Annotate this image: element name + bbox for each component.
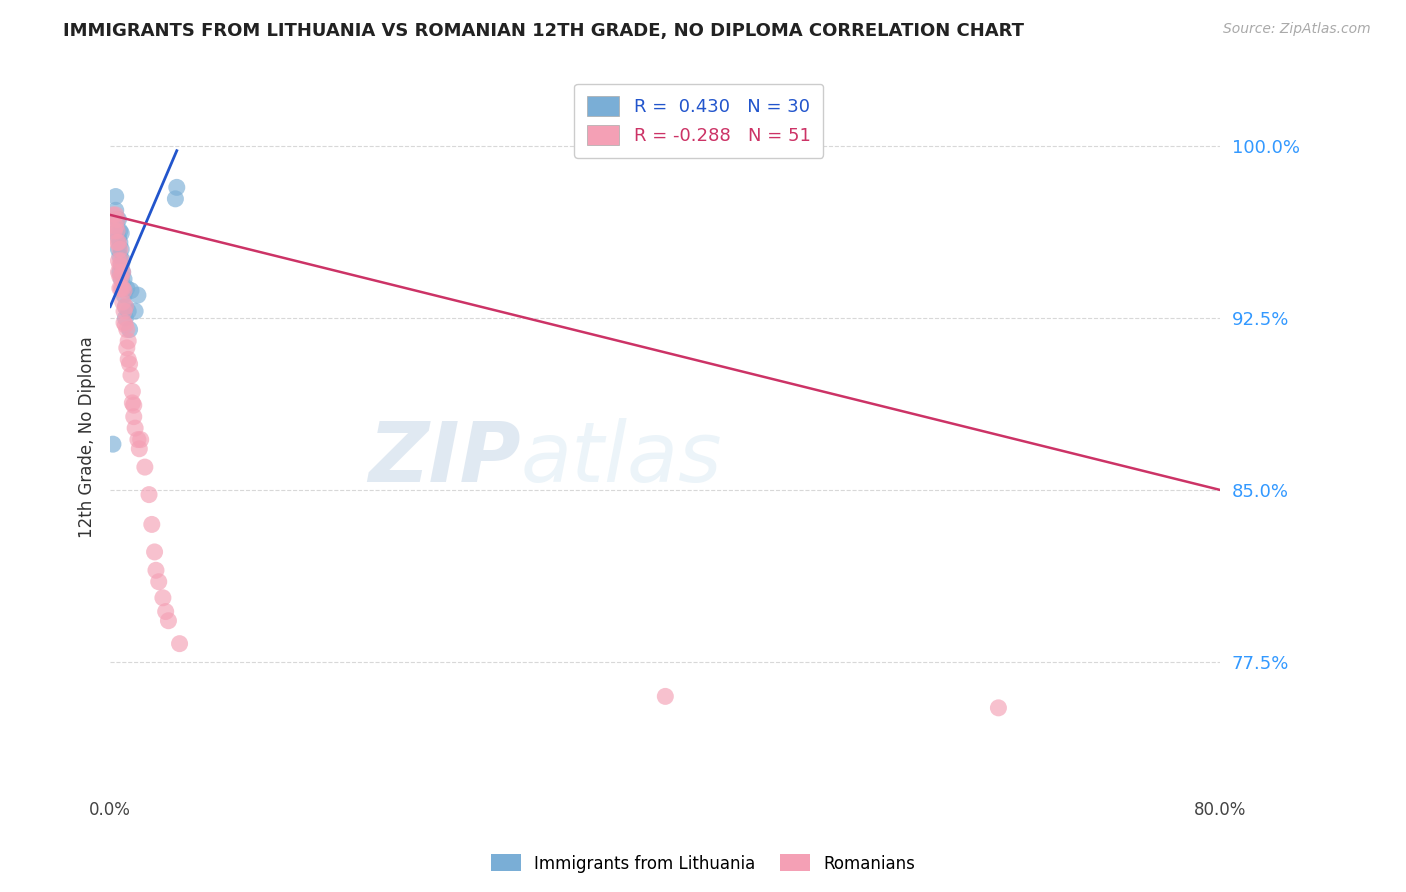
Point — [107, 235, 129, 250]
Point — [128, 442, 150, 456]
Y-axis label: 12th Grade, No Diploma: 12th Grade, No Diploma — [79, 336, 96, 538]
Point — [112, 272, 135, 286]
Point — [107, 265, 129, 279]
Point — [103, 224, 125, 238]
Point — [145, 563, 167, 577]
Point — [111, 265, 134, 279]
Point — [108, 224, 131, 238]
Point — [110, 253, 132, 268]
Point — [165, 192, 187, 206]
Point — [143, 545, 166, 559]
Point — [134, 460, 156, 475]
Point — [122, 409, 145, 424]
Point — [157, 614, 180, 628]
Point — [108, 265, 131, 279]
Point — [111, 253, 134, 268]
Point — [114, 300, 136, 314]
Point — [108, 281, 131, 295]
Point — [654, 690, 676, 704]
Point — [104, 203, 127, 218]
Point — [124, 304, 146, 318]
Point — [112, 284, 135, 298]
Text: IMMIGRANTS FROM LITHUANIA VS ROMANIAN 12TH GRADE, NO DIPLOMA CORRELATION CHART: IMMIGRANTS FROM LITHUANIA VS ROMANIAN 12… — [63, 22, 1024, 40]
Point — [121, 384, 143, 399]
Point — [117, 352, 139, 367]
Point — [112, 316, 135, 330]
Point — [108, 249, 131, 263]
Point — [107, 242, 129, 256]
Point — [121, 396, 143, 410]
Point — [108, 235, 131, 250]
Text: ZIP: ZIP — [368, 418, 522, 500]
Point — [152, 591, 174, 605]
Point — [104, 219, 127, 234]
Point — [108, 258, 131, 272]
Point — [122, 398, 145, 412]
Point — [120, 368, 142, 383]
Point — [107, 253, 129, 268]
Point — [101, 437, 124, 451]
Point — [127, 433, 149, 447]
Point — [118, 322, 141, 336]
Point — [117, 334, 139, 348]
Point — [112, 288, 135, 302]
Point — [141, 517, 163, 532]
Point — [107, 231, 129, 245]
Point — [138, 488, 160, 502]
Point — [110, 258, 132, 272]
Point — [105, 212, 128, 227]
Point — [114, 318, 136, 332]
Point — [101, 208, 124, 222]
Point — [110, 242, 132, 256]
Point — [110, 272, 132, 286]
Point — [112, 304, 135, 318]
Point — [115, 281, 138, 295]
Point — [124, 421, 146, 435]
Point — [110, 281, 132, 295]
Point — [108, 242, 131, 256]
Point — [155, 605, 177, 619]
Legend: R =  0.430   N = 30, R = -0.288   N = 51: R = 0.430 N = 30, R = -0.288 N = 51 — [574, 84, 823, 158]
Text: Source: ZipAtlas.com: Source: ZipAtlas.com — [1223, 22, 1371, 37]
Point — [104, 208, 127, 222]
Point — [987, 701, 1010, 715]
Point — [105, 224, 128, 238]
Point — [111, 265, 134, 279]
Point — [118, 357, 141, 371]
Point — [166, 180, 188, 194]
Point — [115, 341, 138, 355]
Point — [107, 212, 129, 227]
Point — [110, 269, 132, 284]
Point — [104, 189, 127, 203]
Point — [120, 284, 142, 298]
Point — [105, 224, 128, 238]
Text: atlas: atlas — [522, 418, 723, 500]
Point — [117, 304, 139, 318]
Point — [148, 574, 170, 589]
Point — [114, 311, 136, 326]
Point — [169, 637, 191, 651]
Point — [115, 322, 138, 336]
Point — [111, 295, 134, 310]
Point — [108, 269, 131, 284]
Legend: Immigrants from Lithuania, Romanians: Immigrants from Lithuania, Romanians — [484, 847, 922, 880]
Point — [129, 433, 152, 447]
Point — [105, 235, 128, 250]
Point — [127, 288, 149, 302]
Point — [105, 212, 128, 227]
Point — [111, 281, 134, 295]
Point — [110, 226, 132, 240]
Point — [114, 300, 136, 314]
